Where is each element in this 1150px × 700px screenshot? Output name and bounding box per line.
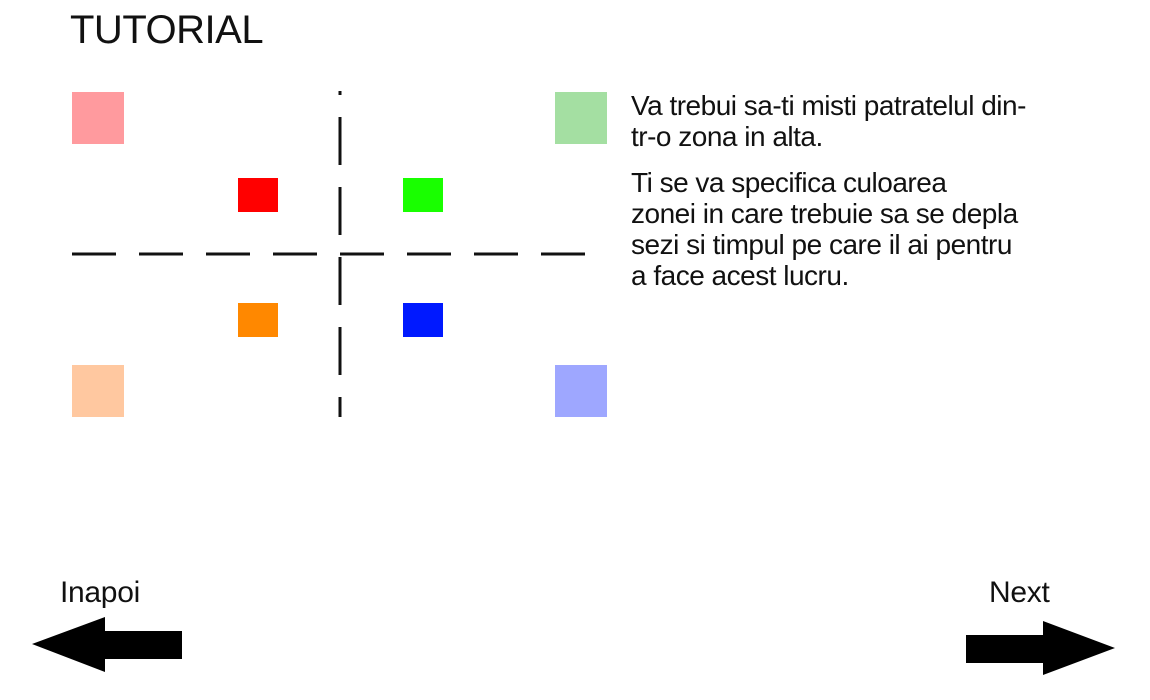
next-arrow-icon[interactable] <box>963 615 1118 677</box>
red-zone <box>72 92 124 144</box>
green-zone <box>555 92 607 144</box>
back-label[interactable]: Inapoi <box>60 576 140 609</box>
instruction-paragraph-1: Va trebui sa-ti misti patratelul din- tr… <box>631 90 1026 152</box>
blue-square <box>403 303 443 337</box>
orange-zone <box>72 365 124 417</box>
instruction-paragraph-2: Ti se va specifica culoarea zonei in car… <box>631 167 1018 291</box>
tutorial-diagram <box>72 91 608 417</box>
back-arrow-shape[interactable] <box>32 617 182 672</box>
instructions-text: Va trebui sa-ti misti patratelul din- tr… <box>631 90 1141 306</box>
page-title: TUTORIAL <box>70 8 264 52</box>
next-arrow-shape[interactable] <box>966 621 1115 675</box>
red-square <box>238 178 278 212</box>
orange-square <box>238 303 278 337</box>
blue-zone <box>555 365 607 417</box>
green-square <box>403 178 443 212</box>
next-label[interactable]: Next <box>989 576 1050 609</box>
back-arrow-icon[interactable] <box>30 615 185 677</box>
